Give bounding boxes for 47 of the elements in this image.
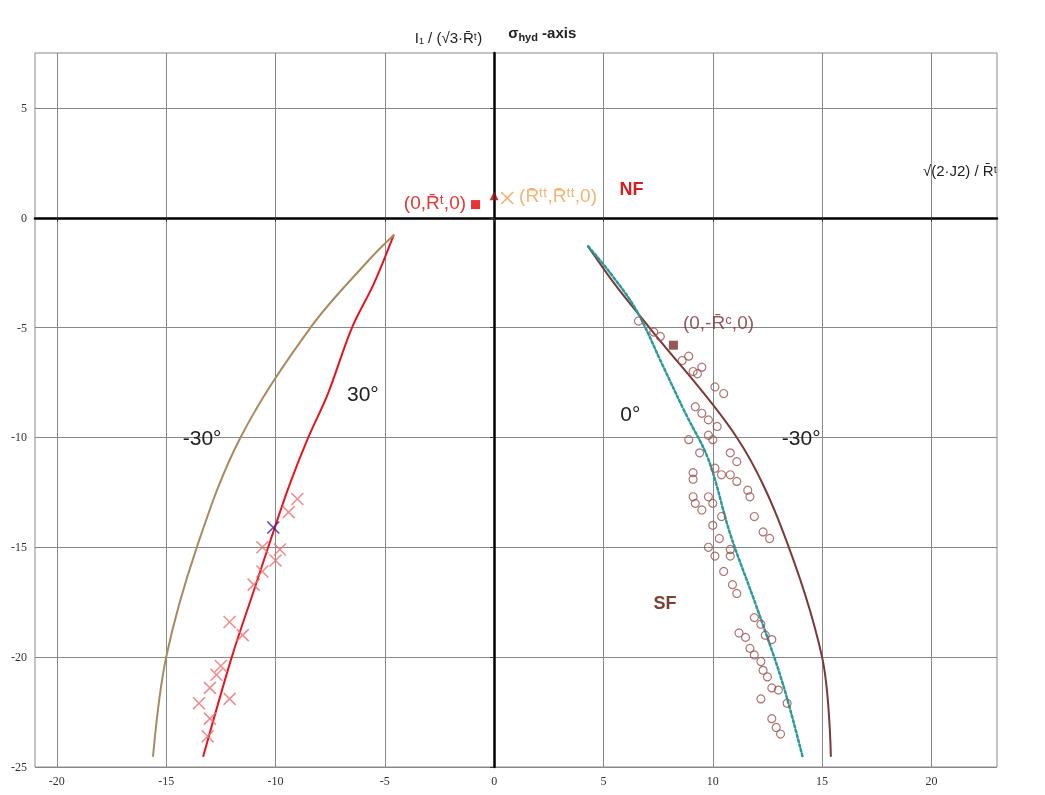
annotation: SF (653, 592, 677, 613)
point (268, 553, 283, 568)
x-tick-label: 10 (706, 774, 719, 788)
x-axis-title: √(2·J2) / R̄ᵗ (922, 161, 997, 179)
point (203, 711, 217, 726)
x-tick-label: -10 (267, 774, 284, 788)
series-label: (0,R̄ᵗ,0) (403, 192, 467, 214)
y-tick-label: -15 (11, 540, 27, 555)
series-label: 0° (620, 401, 641, 425)
x-tick-label: 15 (816, 774, 829, 788)
point (255, 564, 270, 579)
series-label: 30° (346, 382, 379, 406)
point (290, 492, 305, 506)
point (209, 667, 224, 682)
y-tick-label: 0 (21, 210, 27, 225)
point (668, 340, 678, 350)
point (281, 505, 296, 519)
x-tick-label: 0 (491, 774, 498, 788)
x-tick-label: 20 (925, 774, 938, 788)
x-tick-label: 5 (600, 774, 607, 788)
x-tick-label: -5 (379, 774, 390, 788)
point (471, 200, 481, 210)
annotation: NF (619, 178, 644, 199)
y-tick-label: -5 (17, 320, 27, 335)
point (222, 615, 237, 629)
series-label: -30° (781, 425, 821, 449)
point (203, 681, 217, 695)
point (273, 542, 287, 557)
point (192, 696, 206, 711)
point (500, 191, 515, 205)
point (214, 659, 228, 673)
y-tick-label: -10 (11, 430, 27, 445)
point (255, 540, 270, 555)
point (266, 520, 281, 535)
series-label: -30° (182, 425, 222, 449)
y-axis-title: I₁ / (√3·R̄ᵗ) (414, 29, 483, 46)
y-tick-label: -20 (11, 650, 27, 665)
x-tick-label: -20 (48, 774, 65, 788)
point (235, 628, 250, 642)
point (222, 692, 237, 706)
point (200, 729, 215, 744)
x-tick-label: -15 (158, 774, 175, 788)
y-tick-label: -25 (11, 760, 27, 774)
line-series (152, 234, 395, 758)
series-label: (R̄ᵗᵗ,R̄ᵗᵗ,0) (519, 185, 597, 207)
point (246, 577, 261, 592)
y-tick-label: 5 (21, 100, 27, 115)
